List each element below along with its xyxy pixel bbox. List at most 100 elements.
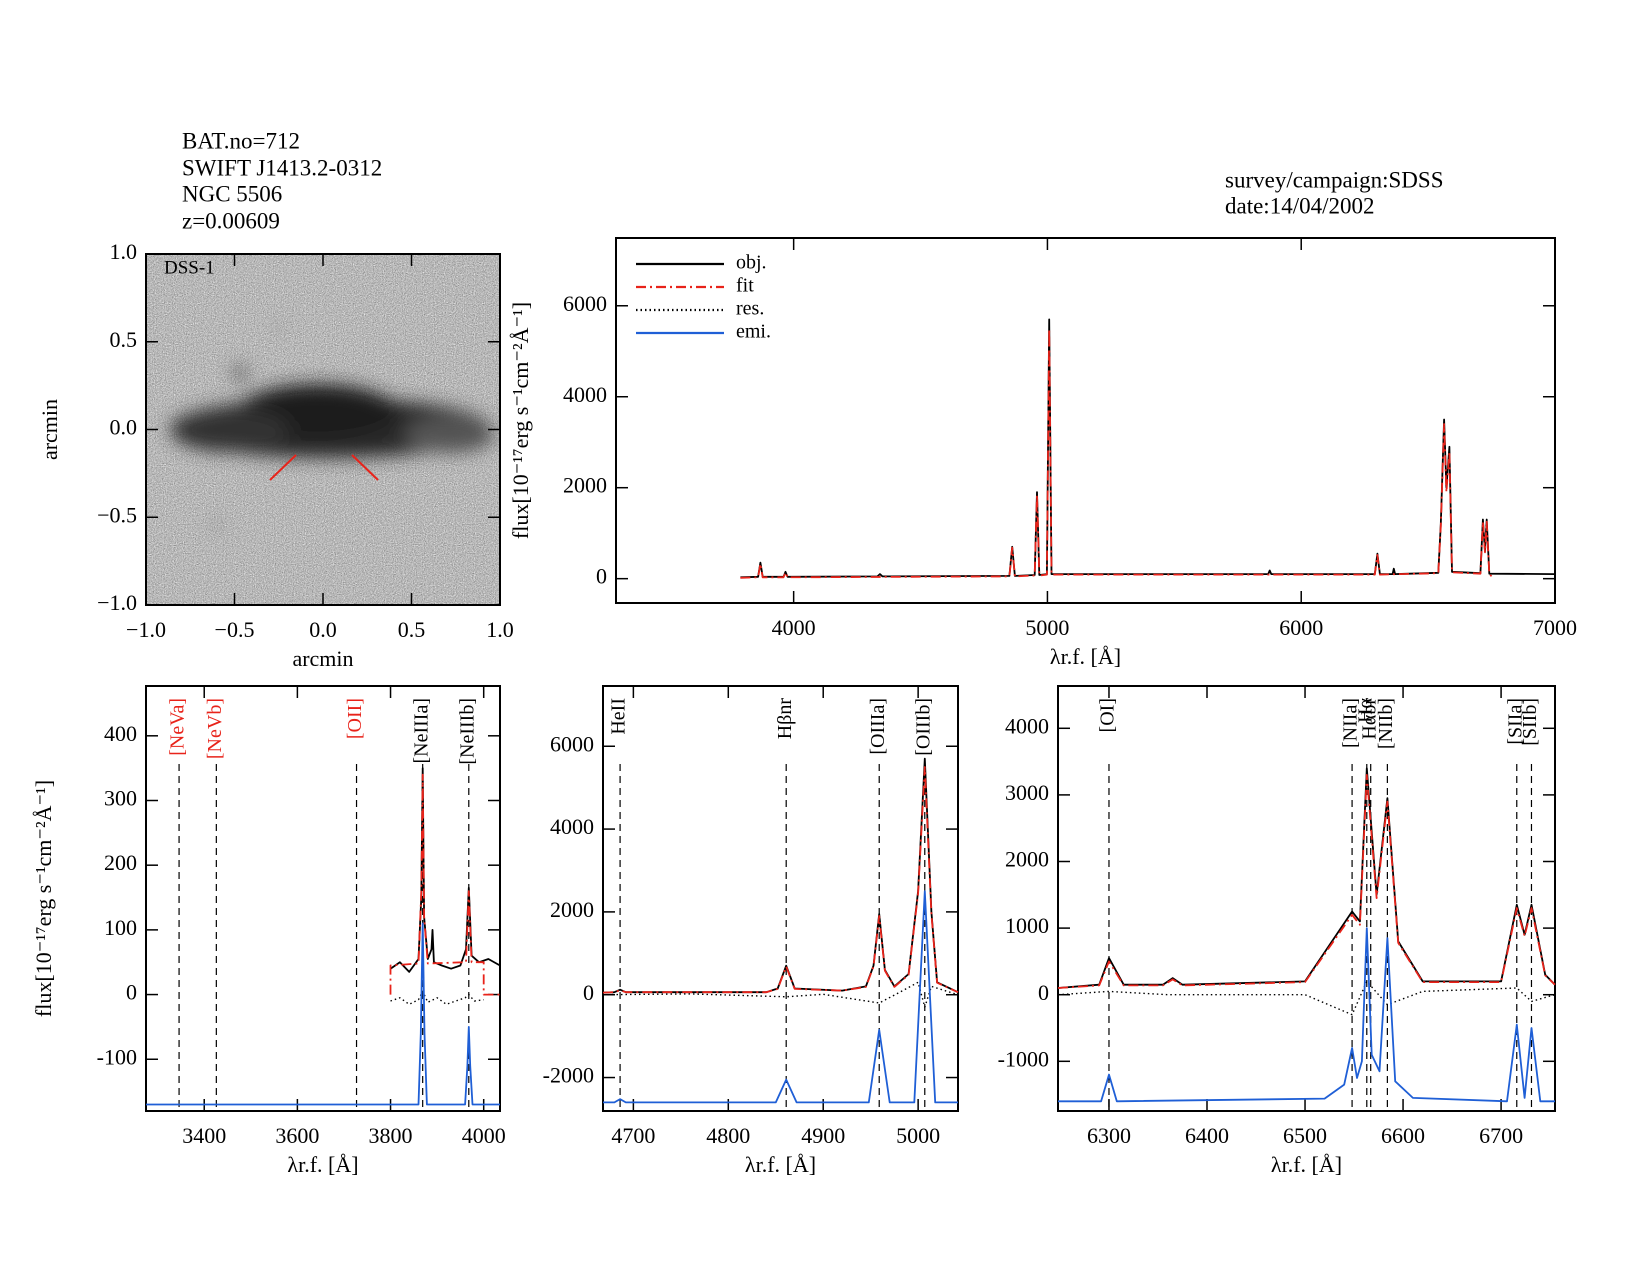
spectrum-line <box>1057 767 1556 989</box>
legend-label: res. <box>736 298 764 320</box>
y-tick-label: 0.5 <box>110 327 138 352</box>
line-label: [OII] <box>344 698 366 739</box>
legend-label: obj. <box>736 252 767 274</box>
legend-label: fit <box>736 275 754 297</box>
y-tick-label: 0 <box>583 980 594 1005</box>
y-tick-label: 2000 <box>1005 847 1049 872</box>
y-tick-label: 400 <box>104 721 137 746</box>
spectrum-line <box>602 981 959 1008</box>
x-tick-label: 0.5 <box>398 617 426 642</box>
y-tick-label: -100 <box>97 1044 137 1069</box>
x-axis-label: λr.f. [Å] <box>1050 644 1121 669</box>
y-tick-label: −0.5 <box>97 502 137 527</box>
x-tick-label: 5000 <box>1025 615 1069 640</box>
line-label: [NeVb] <box>204 698 226 759</box>
spectrum-line <box>1057 774 1556 989</box>
y-tick-label: -2000 <box>543 1063 594 1088</box>
x-tick-label: 6600 <box>1381 1123 1425 1148</box>
y-tick-label: 1000 <box>1005 913 1049 938</box>
x-axis-label: λr.f. [Å] <box>1271 1152 1342 1177</box>
y-tick-label: 0 <box>126 980 137 1005</box>
spectrum-line <box>390 990 484 1005</box>
spectrum-line <box>146 922 500 1106</box>
x-tick-label: 1.0 <box>486 617 514 642</box>
spectrum-line <box>603 890 958 1104</box>
spectrum-line <box>602 757 959 994</box>
x-tick-label: 4000 <box>772 615 816 640</box>
line-label: [NeIIIb] <box>456 698 478 765</box>
panel: 4000 5000 6000 7000 0 2000 4000 6000 λr.f. [Å] fl… <box>508 237 1577 669</box>
galaxy <box>170 324 495 530</box>
header-line: z=0.00609 <box>182 208 280 233</box>
y-tick-label: 100 <box>104 915 137 940</box>
line-label: [SIIb] <box>1519 698 1541 746</box>
x-tick-label: 4800 <box>706 1123 750 1148</box>
x-tick-label: 0.0 <box>309 617 337 642</box>
line-label: Hα <box>1354 697 1376 722</box>
x-tick-label: 6300 <box>1087 1123 1131 1148</box>
panel: −1.0 −0.5 0.0 0.5 1.0 −1.0 −0.5 0.0 0.5 1.0 arcmin… <box>37 239 514 671</box>
spectrum-line <box>389 767 501 973</box>
y-tick-label: 4000 <box>1005 713 1049 738</box>
y-tick-label: 0.0 <box>110 415 138 440</box>
y-tick-label: 0 <box>1038 980 1049 1005</box>
x-tick-label: −0.5 <box>215 617 255 642</box>
spectrum-line <box>602 766 959 994</box>
line-label: [OIIIb] <box>912 698 934 756</box>
y-tick-label: −1.0 <box>97 590 137 615</box>
x-tick-label: 5000 <box>896 1123 940 1148</box>
x-tick-label: 6500 <box>1283 1123 1327 1148</box>
line-label: [NIIa] <box>1340 698 1362 748</box>
survey: survey/campaign:SDSS <box>1225 167 1444 192</box>
line-label: [NeVa] <box>167 698 189 756</box>
spectrum-line <box>1058 927 1555 1103</box>
y-tick-label: 200 <box>104 850 137 875</box>
x-tick-label: 4000 <box>462 1123 506 1148</box>
y-tick-label: -1000 <box>998 1046 1049 1071</box>
y-tick-label: 2000 <box>563 473 607 498</box>
x-axis-label: λr.f. [Å] <box>745 1152 816 1177</box>
line-label: Hβnr <box>774 698 796 740</box>
plot-frame <box>615 237 1556 604</box>
y-axis-label: flux[10⁻¹⁷erg s⁻¹cm⁻²Å⁻¹] <box>31 780 56 1017</box>
plot-frame <box>602 685 959 1112</box>
x-tick-label: −1.0 <box>126 617 166 642</box>
x-axis-label: arcmin <box>292 646 353 671</box>
spectrum-line <box>740 327 1495 580</box>
x-tick-label: 6400 <box>1185 1123 1229 1148</box>
spectrum-line <box>389 773 500 996</box>
x-tick-label: 7000 <box>1533 615 1577 640</box>
x-tick-label: 3400 <box>182 1123 226 1148</box>
y-tick-label: 6000 <box>550 731 594 756</box>
marker <box>351 454 379 481</box>
line-label: [OIIIa] <box>867 698 889 755</box>
image-label: DSS-1 <box>164 257 215 278</box>
line-label: Hαbr <box>1358 698 1380 740</box>
line-label: [OI] <box>1097 698 1119 732</box>
y-axis-label: flux[10⁻¹⁷erg s⁻¹cm⁻²Å⁻¹] <box>508 302 533 539</box>
line-label: [NeIIIa] <box>410 698 432 764</box>
line-label: [SIIa] <box>1504 698 1526 745</box>
header-line: BAT.no=712 <box>182 128 300 153</box>
sky-image <box>146 254 500 605</box>
x-tick-label: 6700 <box>1479 1123 1523 1148</box>
y-tick-label: 3000 <box>1005 780 1049 805</box>
y-tick-label: 0 <box>596 564 607 589</box>
plot-frame <box>1057 685 1556 1112</box>
legend-label: emi. <box>736 321 771 343</box>
x-tick-label: 4900 <box>801 1123 845 1148</box>
header-line: SWIFT J1413.2-0312 <box>182 155 382 180</box>
x-tick-label: 3800 <box>369 1123 413 1148</box>
panel: 4700 4800 4900 5000 -2000 0 2000 4000 6000 λr.f. … <box>543 685 959 1177</box>
x-tick-label: 3600 <box>275 1123 319 1148</box>
y-axis-label: arcmin <box>37 399 62 460</box>
panel: 6300 6400 6500 6600 6700 -1000 0 1000 2000 3000 40… <box>998 685 1556 1177</box>
spectrum-line <box>740 318 1556 579</box>
y-tick-label: 2000 <box>550 897 594 922</box>
line-label: [NIIb] <box>1375 698 1397 749</box>
marker <box>269 454 297 481</box>
spectrum-line <box>1057 980 1556 1016</box>
x-tick-label: 6000 <box>1279 615 1323 640</box>
y-tick-label: 4000 <box>550 814 594 839</box>
